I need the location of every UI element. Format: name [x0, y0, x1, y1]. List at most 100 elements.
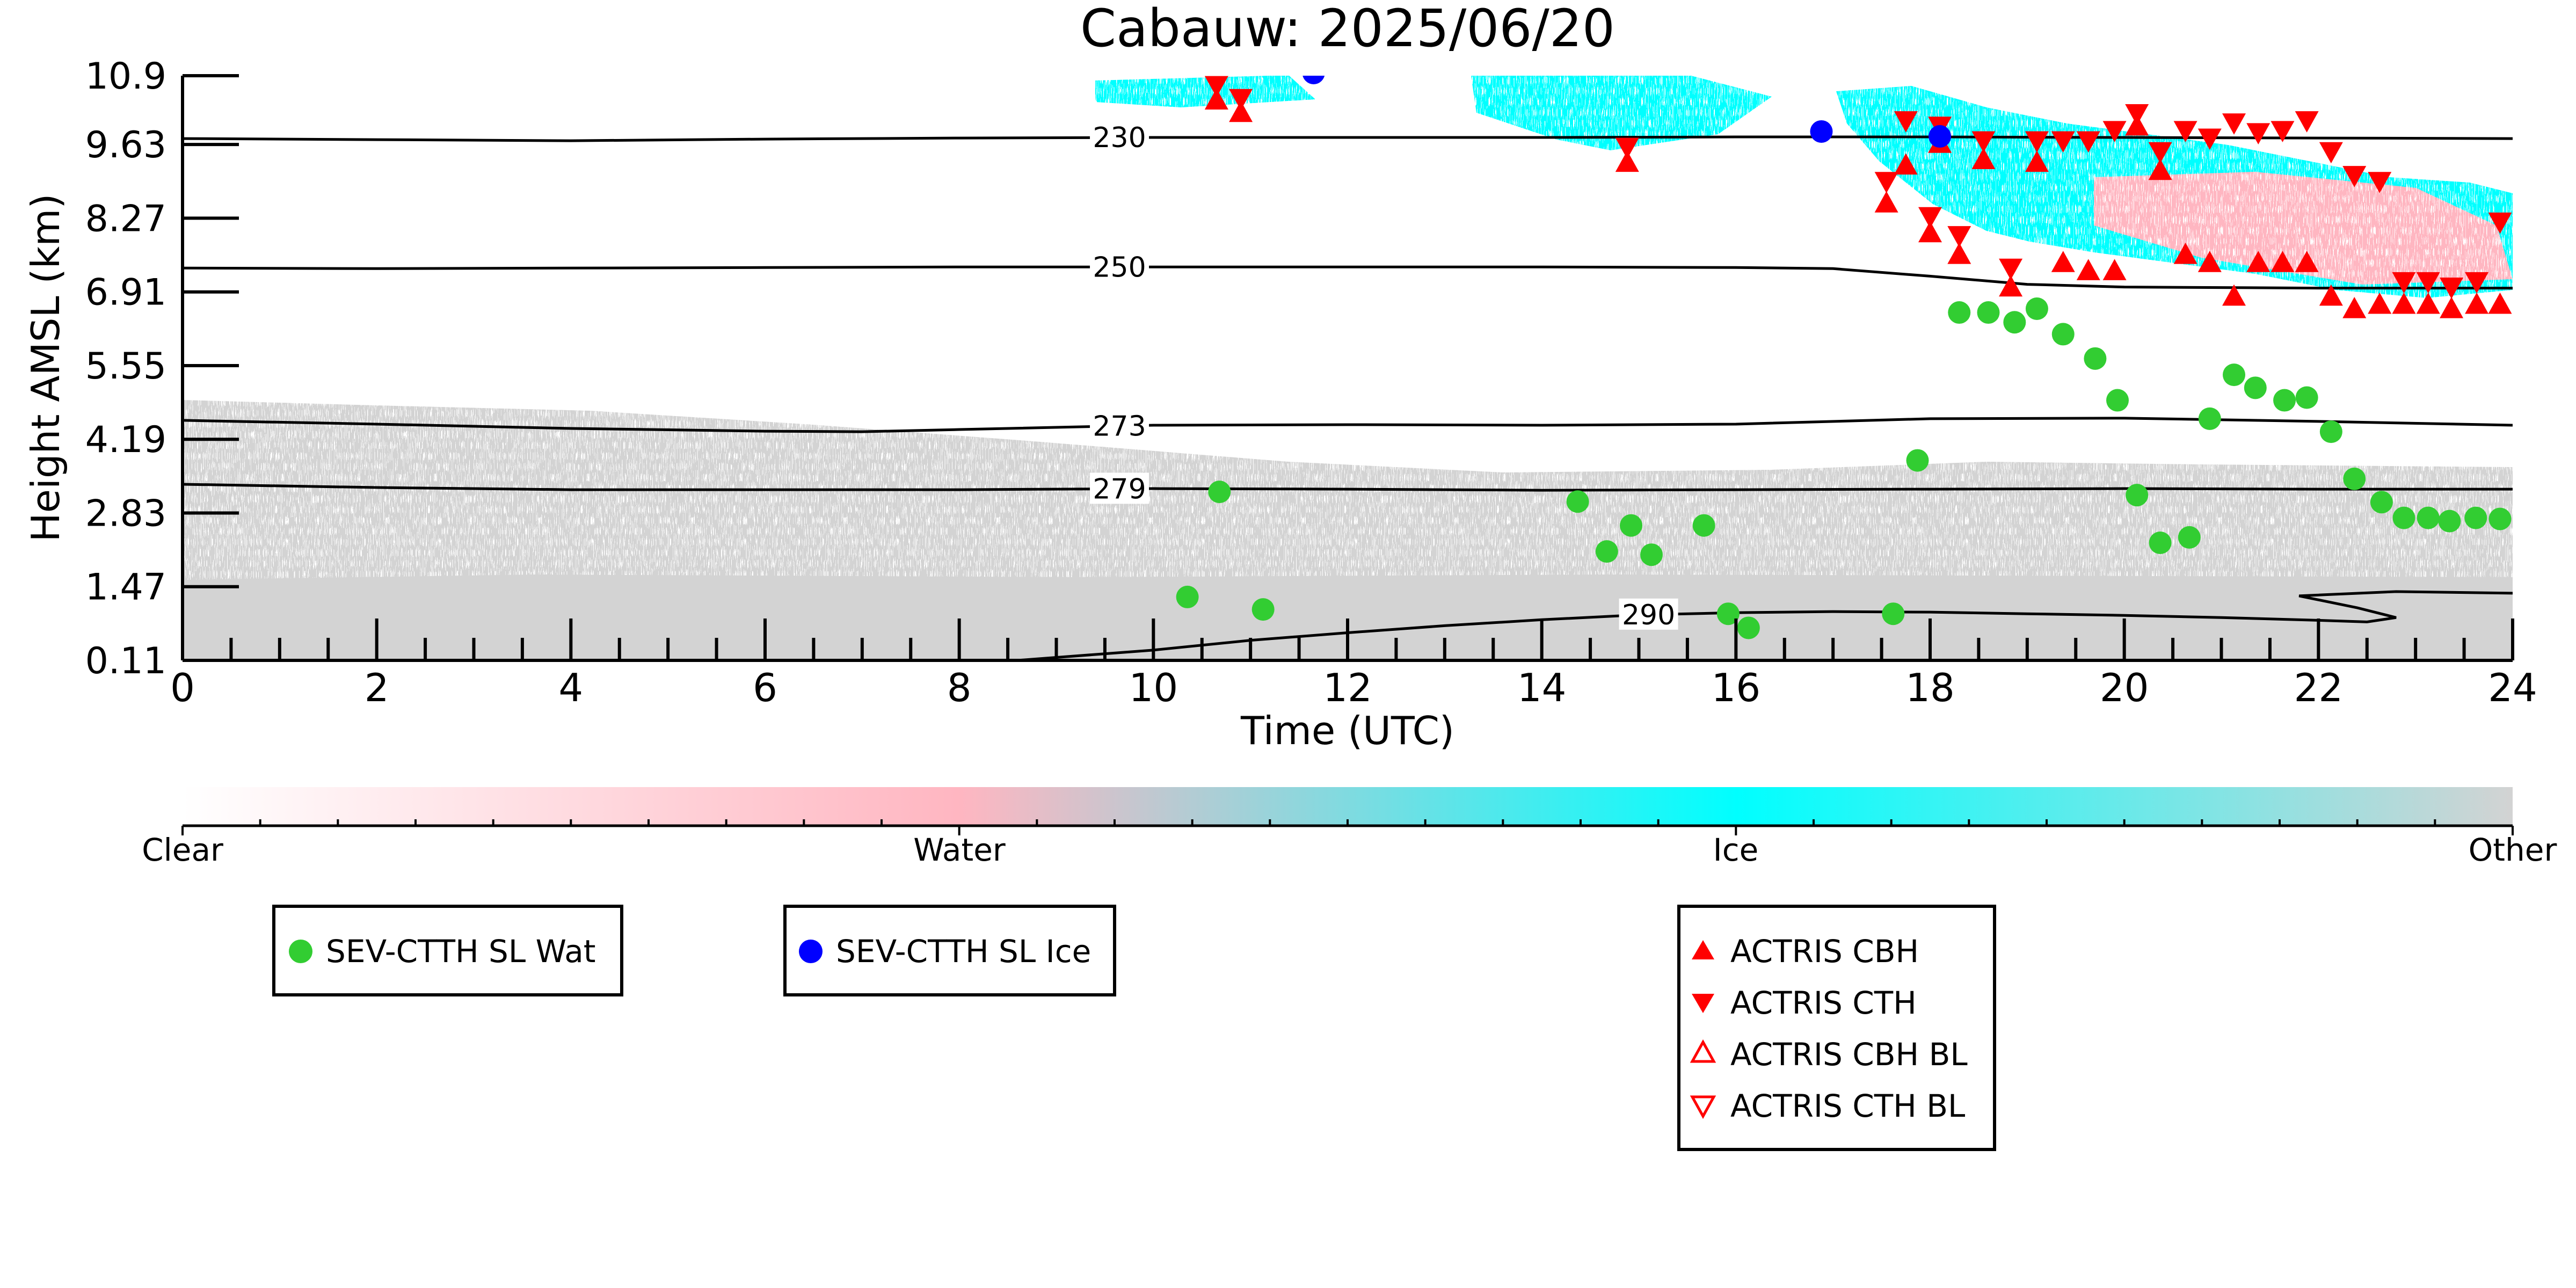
- x-ticks: 0 2 4 6 8 10 12 14 16 18 20 22 24: [170, 618, 2537, 710]
- actris-cth-marker: [2173, 121, 2197, 142]
- x-tick-label: 0: [170, 665, 195, 710]
- actris-cth-marker: [1204, 76, 1228, 98]
- isotherm-line: [183, 135, 2513, 142]
- colorbar-label-ice: Ice: [1713, 832, 1759, 868]
- actris-cth-marker: [2222, 113, 2246, 135]
- isotherm-line: [183, 483, 2513, 492]
- actris-markers: [1204, 76, 2512, 318]
- actris-cbh-marker: [1229, 100, 1253, 122]
- actris-cbh-marker: [1918, 221, 1942, 243]
- legend-marker-green-circle: [289, 940, 312, 963]
- colorbar-label-water: Water: [913, 832, 1006, 868]
- actris-cbh-marker: [2488, 292, 2512, 314]
- y-tick-label: 1.47: [85, 566, 166, 609]
- colorbar: Clear Water Ice Other: [142, 787, 2557, 868]
- sev-water-point: [2051, 323, 2075, 346]
- actris-cth-marker: [1615, 137, 1639, 159]
- legend-box: [272, 905, 623, 996]
- sev-water-point: [1692, 514, 1715, 537]
- x-tick-label: 14: [1517, 665, 1567, 710]
- sev-water-point: [1566, 490, 1589, 513]
- legend-marker-open-up-triangle: [1690, 1039, 1716, 1063]
- actris-cbh-marker: [1947, 243, 1971, 264]
- isotherm-label-bg: [1090, 251, 1149, 282]
- actris-cth-marker: [2295, 111, 2319, 133]
- actris-cbh-marker: [1204, 88, 1228, 110]
- sev-water-point: [2370, 491, 2393, 514]
- x-tick-label: 20: [2100, 665, 2149, 710]
- axes: 0 2 4 6 8 10 12 14 16 18 20 22 24 0.111.472.834.195.…: [85, 55, 2537, 710]
- actris-cbh-marker: [2271, 251, 2295, 272]
- legend-marker-filled-up-triangle: [1692, 940, 1714, 959]
- isotherm-line: [183, 265, 2513, 290]
- x-tick-label: 22: [2294, 665, 2344, 710]
- sev-water-point: [1208, 481, 1231, 504]
- actris-cth-marker: [2368, 172, 2392, 193]
- sev-water-point: [2319, 420, 2342, 443]
- cloud-mask-image: [183, 76, 2513, 660]
- actris-cbh-marker: [1874, 191, 1898, 213]
- sev-water-point: [1176, 585, 1199, 608]
- sev-water-point: [1640, 543, 1663, 566]
- sev-water-point: [2438, 510, 2461, 533]
- actris-cth-marker: [2342, 166, 2367, 187]
- y-tick-label: 8.27: [85, 198, 166, 240]
- sev-water-point: [2392, 506, 2415, 529]
- isotherm-label: 279: [1093, 473, 1146, 505]
- legend-label: ACTRIS CTH: [1730, 985, 1917, 1021]
- x-tick-label: 6: [753, 665, 777, 710]
- actris-cth-marker: [2271, 121, 2295, 142]
- sev-water-point: [2244, 376, 2267, 399]
- actris-cbh-marker: [2368, 292, 2392, 314]
- actris-cth-marker: [2488, 212, 2512, 234]
- legend-box: [783, 905, 1116, 996]
- legend-label: ACTRIS CBH BL: [1730, 1036, 1968, 1073]
- actris-cbh-marker: [2295, 251, 2319, 272]
- actris-cbh-marker: [2148, 158, 2172, 180]
- sev-water-point: [1977, 301, 2000, 324]
- sev-water-point: [1737, 616, 1760, 639]
- sev-water-point: [2273, 389, 2296, 412]
- sev-water-point: [1620, 514, 1643, 537]
- isotherm-label: 250: [1093, 251, 1146, 283]
- legend-sev-water: SEV-CTTH SL Wat: [272, 905, 623, 996]
- x-tick-label: 18: [1905, 665, 1955, 710]
- sev-water-point: [2464, 506, 2487, 529]
- y-ticks: 0.11 1.47 2.83 4.19 5.55 6.91 8.27 9.63 10.9: [85, 55, 239, 682]
- actris-cbh-marker: [1615, 150, 1639, 172]
- x-tick-label: 24: [2488, 665, 2537, 710]
- isotherm-contours: 230 250 273 279 290: [183, 121, 2513, 660]
- actris-cth-marker: [2440, 278, 2464, 299]
- legend-marker-blue-circle: [799, 940, 823, 963]
- actris-cbh-marker: [2342, 296, 2367, 318]
- legend-sev-ice: SEV-CTTH SL Ice: [783, 905, 1116, 996]
- legend-box: [1677, 905, 1996, 1151]
- y-tick-label: 10.9: [85, 55, 166, 98]
- actris-cbh-marker: [2440, 296, 2464, 318]
- sev-water-point: [2198, 407, 2221, 430]
- actris-cth-marker: [2416, 272, 2440, 294]
- isotherm-label-bg: [1090, 121, 1149, 153]
- y-tick-label: 5.55: [85, 345, 166, 388]
- sev-ice-point: [1929, 125, 1952, 148]
- y-tick-label: 4.19: [85, 419, 166, 461]
- colorbar-label-other: Other: [2469, 832, 2557, 868]
- actris-cth-marker: [2051, 131, 2075, 153]
- sev-water-point: [2223, 363, 2246, 387]
- sev-water-point: [1882, 602, 1905, 625]
- actris-cth-marker: [1999, 258, 2023, 280]
- x-tick-label: 2: [365, 665, 389, 710]
- sev-water-point: [2149, 531, 2172, 554]
- actris-cth-marker: [1229, 89, 1253, 111]
- actris-cbh-marker: [1999, 275, 2023, 297]
- actris-cbh-marker: [1971, 148, 1996, 170]
- isotherm-label-bg: [1619, 598, 1678, 630]
- actris-cbh-marker: [2197, 251, 2222, 272]
- actris-cth-marker: [2392, 272, 2416, 294]
- x-tick-label: 4: [558, 665, 583, 710]
- sev-water-point: [2003, 311, 2026, 334]
- y-tick-label: 2.83: [85, 492, 166, 535]
- actris-cth-marker: [2148, 142, 2172, 164]
- sev-water-point: [1716, 602, 1740, 625]
- sev-water-point: [1906, 449, 1929, 472]
